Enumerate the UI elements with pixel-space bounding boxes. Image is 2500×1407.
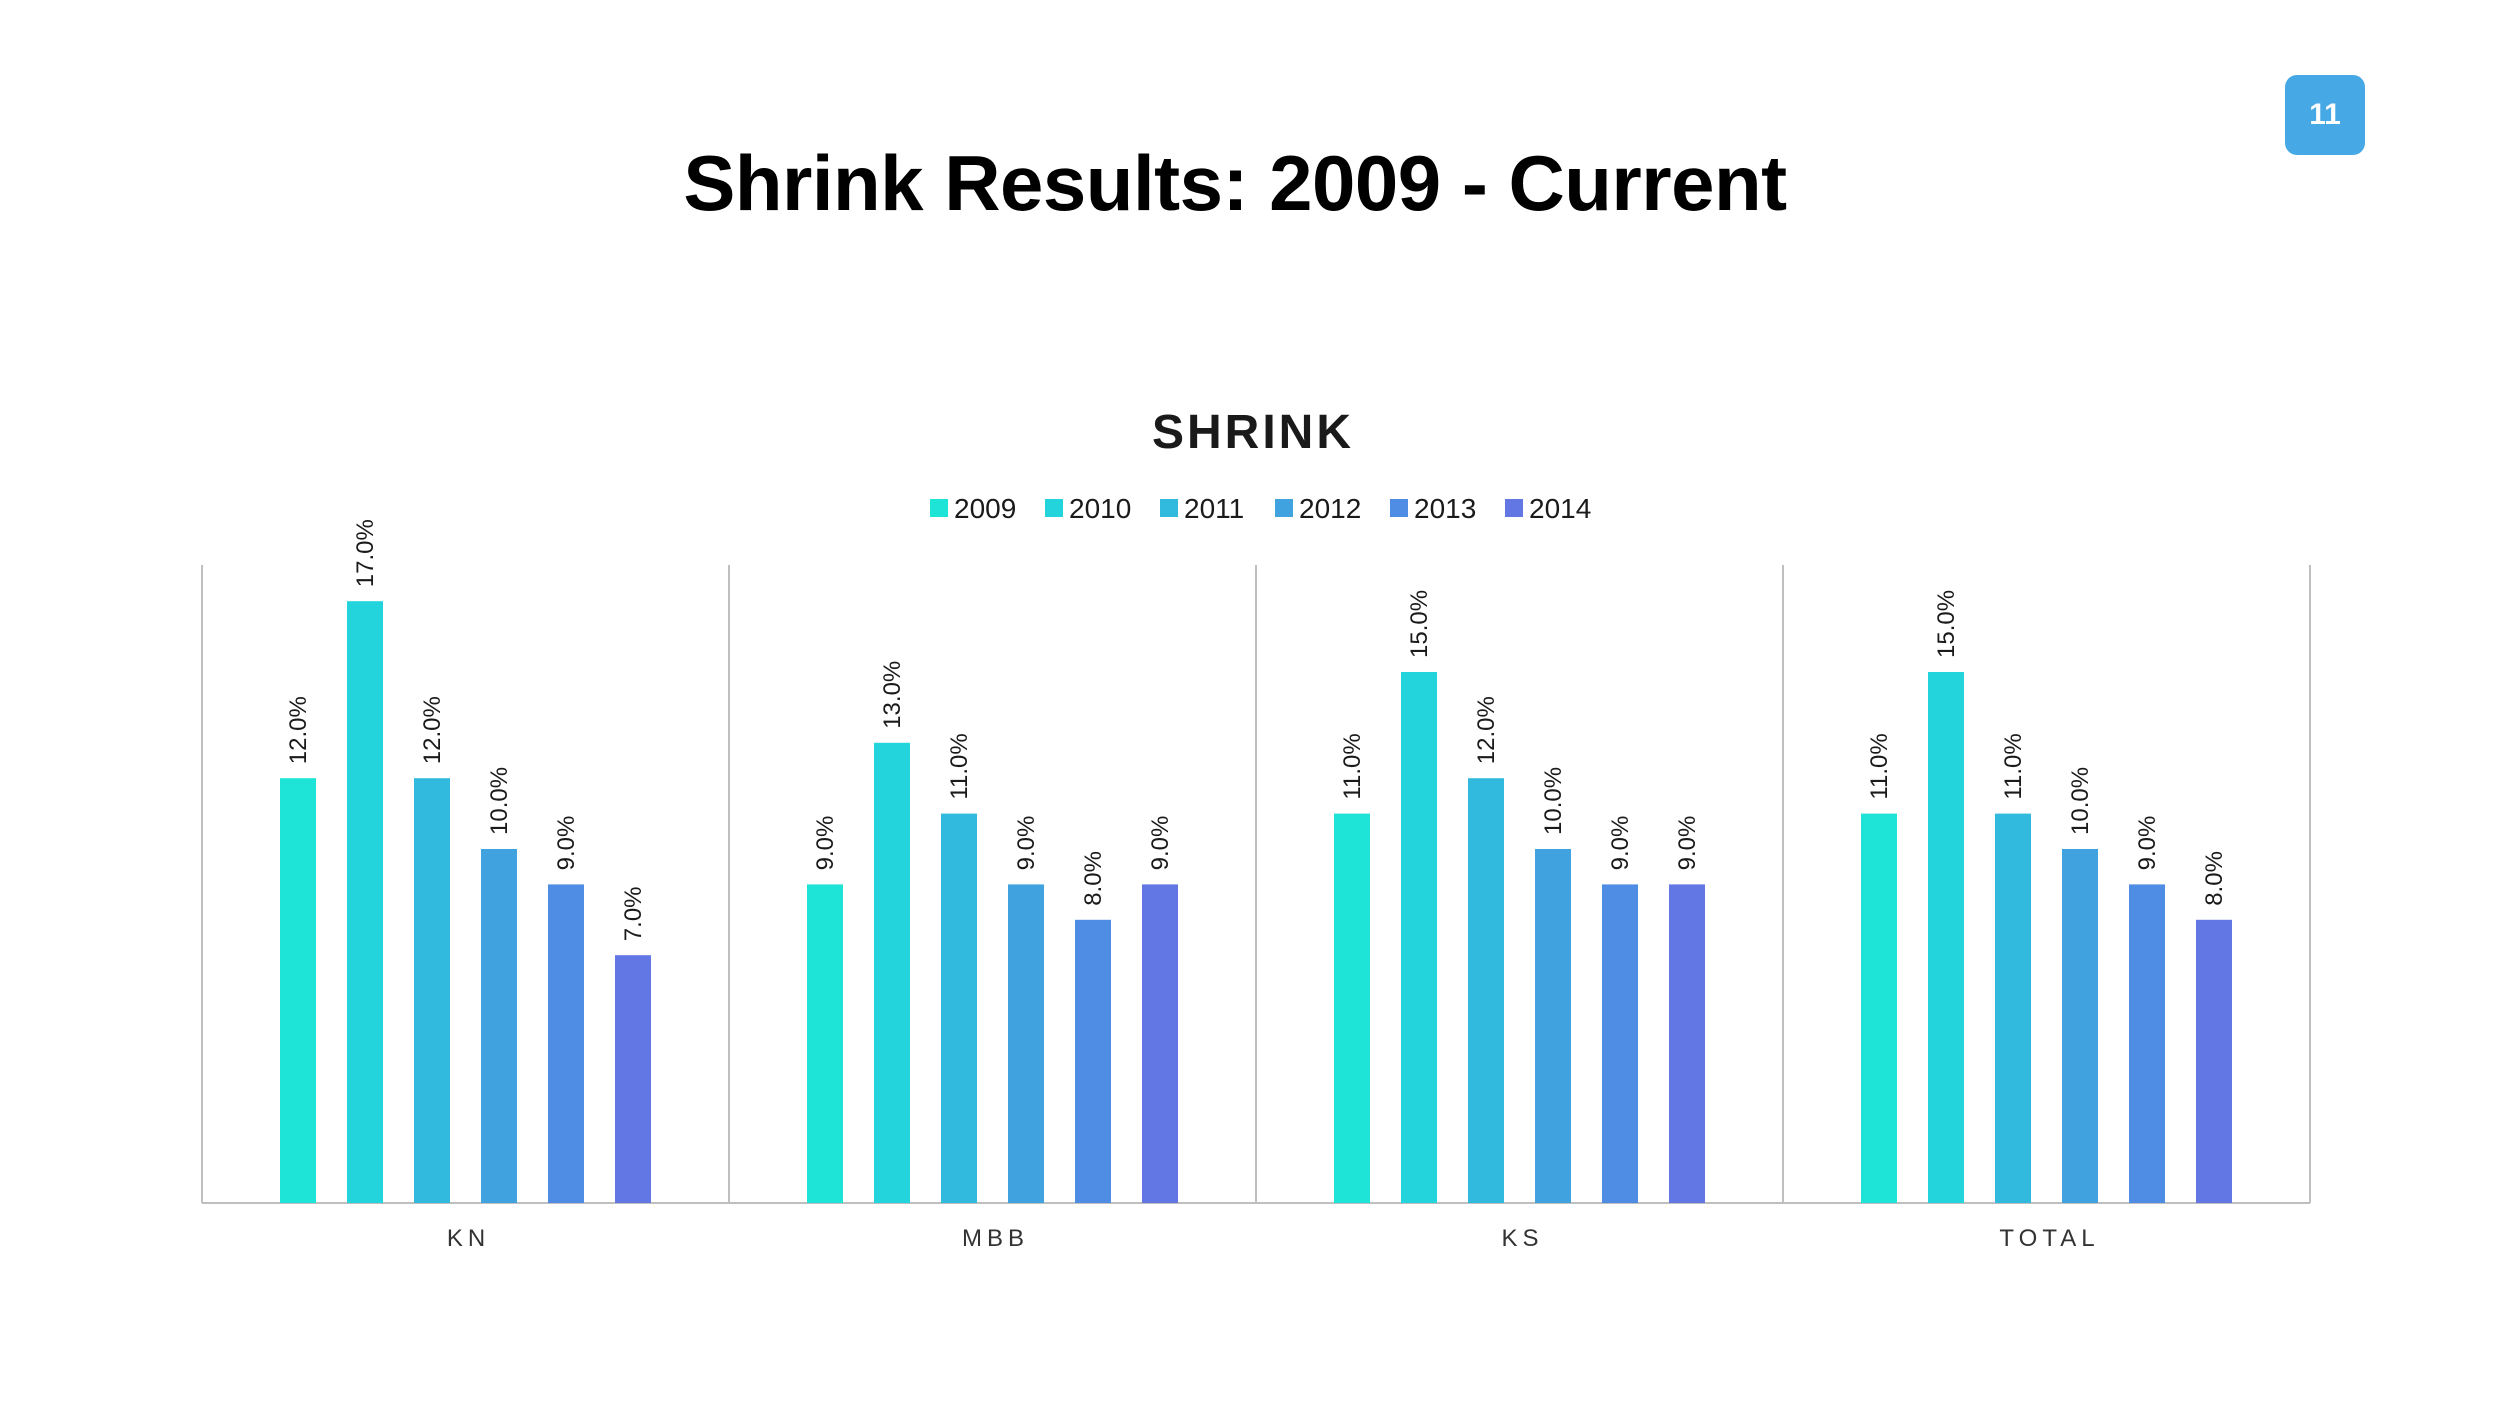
bar-mbb-2014 [1142, 884, 1178, 1203]
legend-item-2011: 2011 [1160, 493, 1244, 524]
category-label-total: TOTAL [1999, 1225, 2099, 1252]
data-label-mbb-2012: 9.0% [1013, 816, 1040, 871]
category-label-mbb: MBB [962, 1225, 1029, 1252]
legend-label: 2013 [1414, 493, 1476, 524]
bar-mbb-2011 [941, 813, 977, 1203]
bar-kn-2011 [414, 778, 450, 1203]
legend-swatch [1390, 499, 1408, 517]
bar-mbb-2009 [807, 884, 843, 1203]
bar-ks-2009 [1334, 813, 1370, 1203]
legend-swatch [1275, 499, 1293, 517]
chart-bars [280, 601, 2232, 1203]
legend-swatch [1045, 499, 1063, 517]
bar-ks-2012 [1535, 849, 1571, 1203]
data-label-mbb-2009: 9.0% [812, 816, 839, 871]
bar-kn-2009 [280, 778, 316, 1203]
data-label-kn-2010: 17.0% [352, 519, 379, 587]
data-label-kn-2011: 12.0% [419, 696, 446, 764]
legend-item-2009: 2009 [930, 493, 1016, 524]
bar-kn-2012 [481, 849, 517, 1203]
bar-kn-2010 [347, 601, 383, 1203]
bar-total-2012 [2062, 849, 2098, 1203]
data-label-ks-2014: 9.0% [1674, 816, 1701, 871]
bar-total-2010 [1928, 672, 1964, 1203]
legend-item-2012: 2012 [1275, 493, 1361, 524]
data-label-ks-2009: 11.0% [1339, 733, 1366, 799]
legend-item-2010: 2010 [1045, 493, 1131, 524]
data-label-total-2014: 8.0% [2201, 851, 2228, 906]
data-label-total-2013: 9.0% [2134, 816, 2161, 871]
data-label-kn-2009: 12.0% [285, 696, 312, 764]
data-label-kn-2014: 7.0% [620, 886, 647, 941]
bar-kn-2014 [615, 955, 651, 1203]
slide-title: Shrink Results: 2009 - Current [683, 139, 1787, 227]
legend-swatch [1160, 499, 1178, 517]
bar-total-2009 [1861, 813, 1897, 1203]
bar-total-2014 [2196, 919, 2232, 1203]
chart-category-labels: KN MBB KS TOTAL [447, 1225, 2099, 1252]
legend-swatch [1505, 499, 1523, 517]
legend-label: 2011 [1184, 493, 1244, 524]
chart-title: SHRINK [1152, 406, 1354, 459]
bar-ks-2011 [1468, 778, 1504, 1203]
data-label-mbb-2013: 8.0% [1080, 851, 1107, 906]
data-label-total-2009: 11.0% [1866, 733, 1893, 799]
data-label-ks-2013: 9.0% [1607, 816, 1634, 871]
data-label-kn-2012: 10.0% [486, 767, 513, 835]
data-label-ks-2011: 12.0% [1473, 696, 1500, 764]
bar-ks-2010 [1401, 672, 1437, 1203]
data-label-mbb-2014: 9.0% [1147, 816, 1174, 871]
data-label-total-2011: 11.0% [2000, 733, 2027, 799]
data-label-total-2012: 10.0% [2067, 767, 2094, 835]
bar-ks-2013 [1602, 884, 1638, 1203]
data-label-ks-2012: 10.0% [1540, 767, 1567, 835]
legend-label: 2014 [1529, 493, 1591, 524]
legend-label: 2010 [1069, 493, 1131, 524]
bar-total-2013 [2129, 884, 2165, 1203]
data-label-mbb-2010: 13.0% [879, 661, 906, 729]
bar-total-2011 [1995, 813, 2031, 1203]
category-label-ks: KS [1501, 1225, 1543, 1252]
legend-item-2014: 2014 [1505, 493, 1591, 524]
bar-mbb-2010 [874, 742, 910, 1203]
chart-legend: 2009 2010 2011 2012 2013 2014 [930, 493, 1591, 524]
data-label-total-2010: 15.0% [1933, 590, 1960, 658]
bar-mbb-2013 [1075, 919, 1111, 1203]
chart-data-labels: 12.0% 17.0% 12.0% 10.0% 9.0% 7.0% 9.0% 13.0% 11.… [285, 519, 2228, 941]
data-label-mbb-2011: 11.0% [946, 733, 973, 799]
page-number-badge: 11 [2285, 75, 2365, 155]
data-label-ks-2010: 15.0% [1406, 590, 1433, 658]
bar-kn-2013 [548, 884, 584, 1203]
legend-label: 2012 [1299, 493, 1361, 524]
chart-axes [201, 565, 2311, 1204]
legend-swatch [930, 499, 948, 517]
legend-label: 2009 [954, 493, 1016, 524]
category-label-kn: KN [447, 1225, 490, 1252]
legend-item-2013: 2013 [1390, 493, 1476, 524]
data-label-kn-2013: 9.0% [553, 816, 580, 871]
bar-ks-2014 [1669, 884, 1705, 1203]
bar-mbb-2012 [1008, 884, 1044, 1203]
